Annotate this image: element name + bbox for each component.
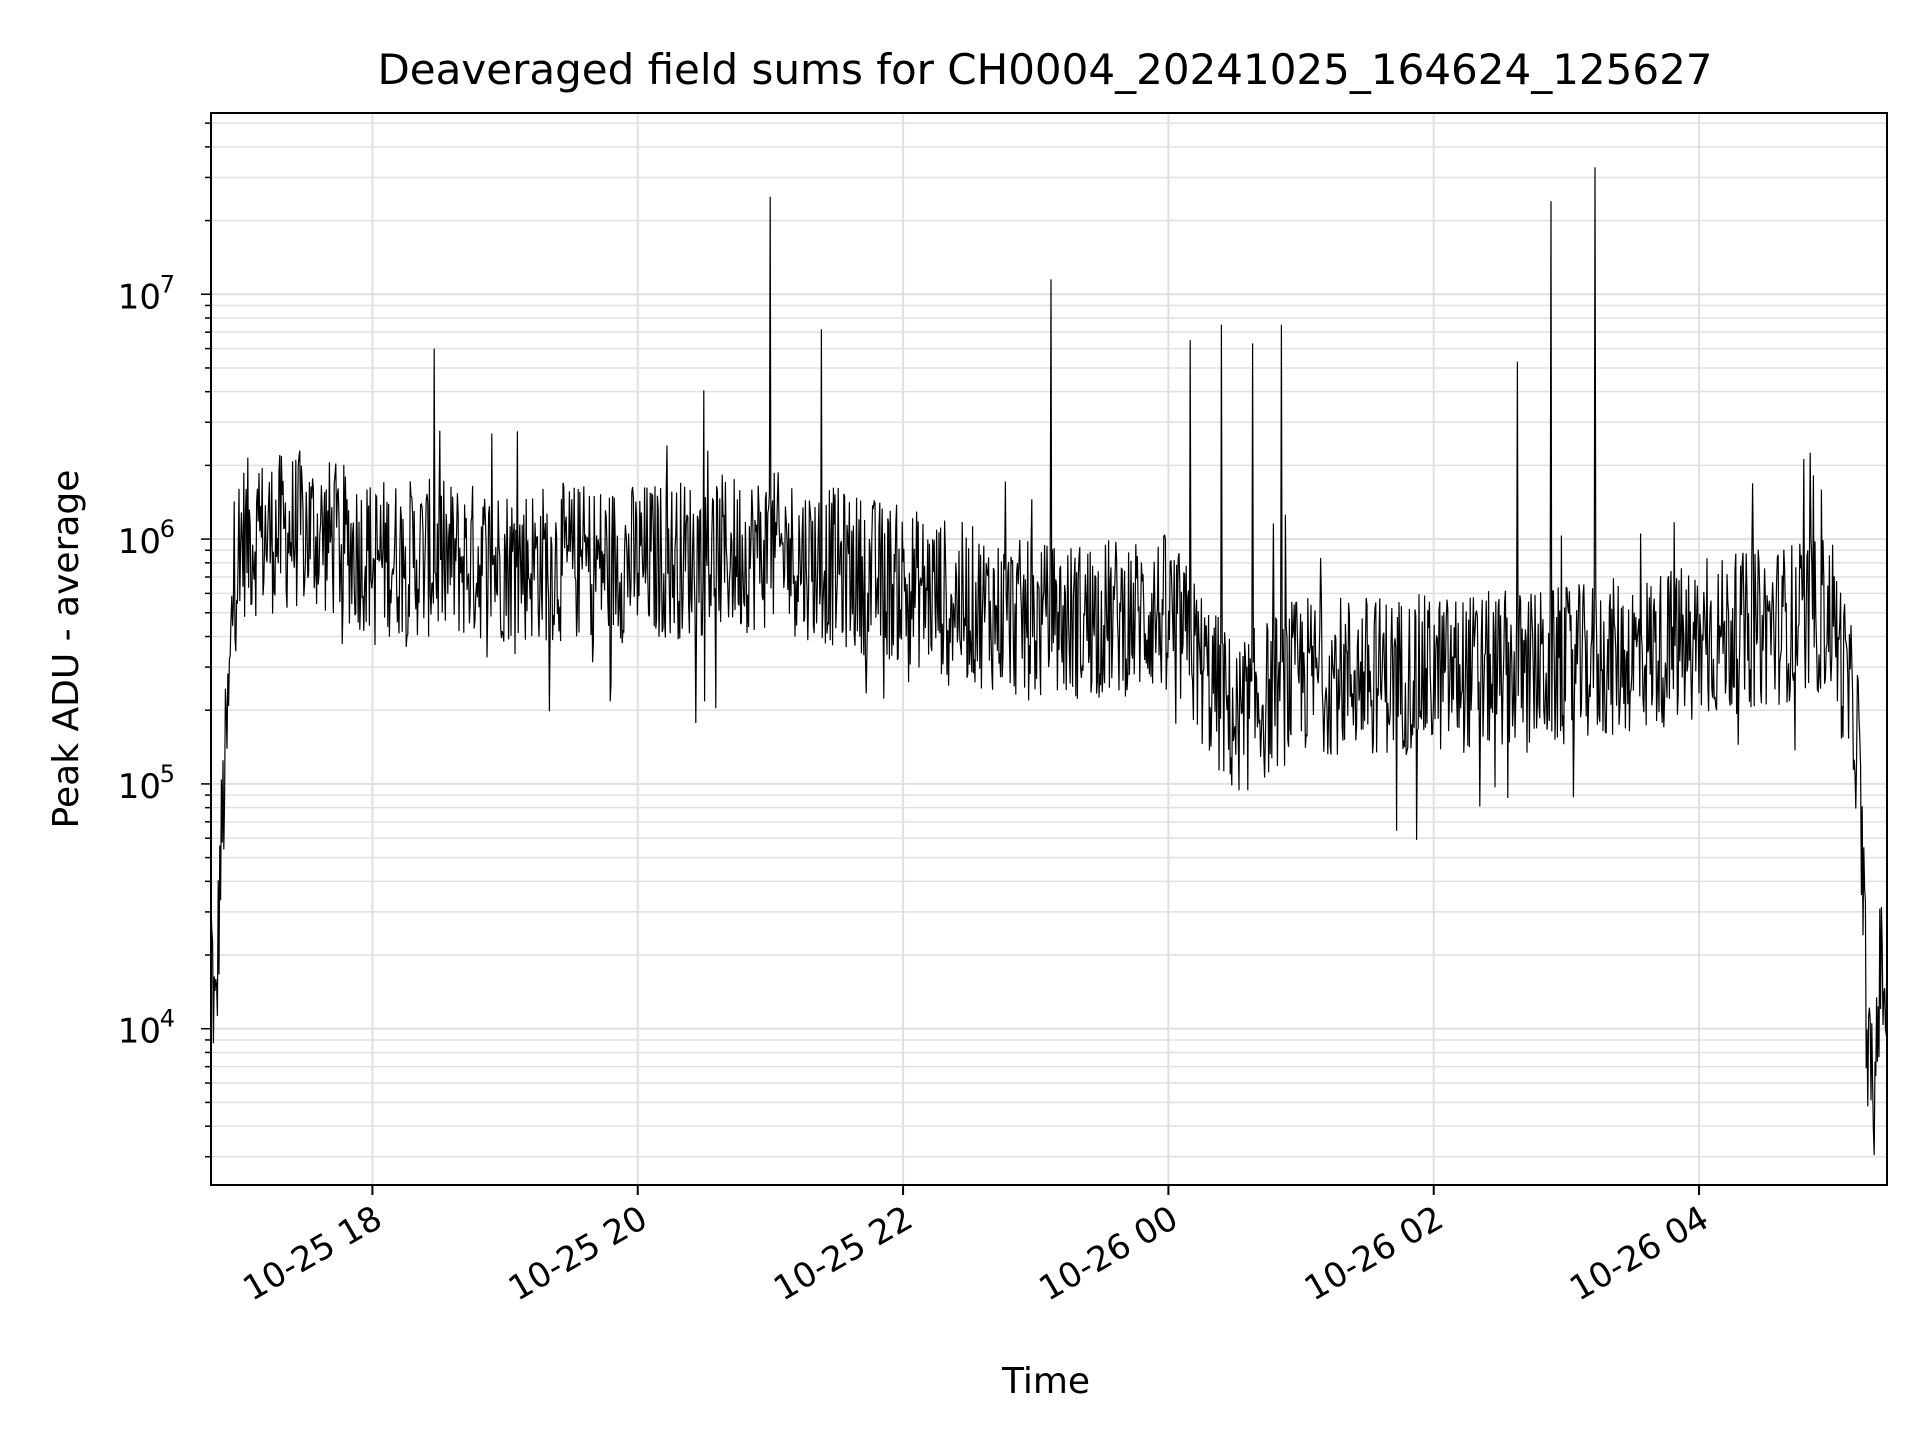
chart-title: Deaveraged field sums for CH0004_2024102… — [377, 45, 1712, 94]
line-series-path — [210, 167, 1888, 1156]
data-line-series — [210, 167, 1888, 1156]
y-tick-base: 10 — [118, 767, 161, 807]
plot-area-frame — [210, 112, 1888, 1186]
y-tick-label: 10 — [118, 277, 161, 317]
x-axis-label: Time — [1001, 1361, 1090, 1402]
y-tick-label: 10 — [118, 1012, 161, 1052]
grid — [211, 113, 1887, 1185]
y-tick-exponent: 7 — [160, 270, 175, 298]
y-tick-base: 10 — [118, 1012, 161, 1052]
y-tick-exponent: 5 — [160, 760, 175, 788]
y-tick-label: 10 — [118, 522, 161, 562]
y-tick-label: 10 — [118, 767, 161, 807]
y-tick-base: 10 — [118, 277, 161, 317]
y-axis-label: Peak ADU - average — [46, 470, 87, 829]
y-tick-exponent: 6 — [160, 515, 175, 543]
y-tick-exponent: 4 — [160, 1005, 175, 1033]
y-tick-base: 10 — [118, 522, 161, 562]
